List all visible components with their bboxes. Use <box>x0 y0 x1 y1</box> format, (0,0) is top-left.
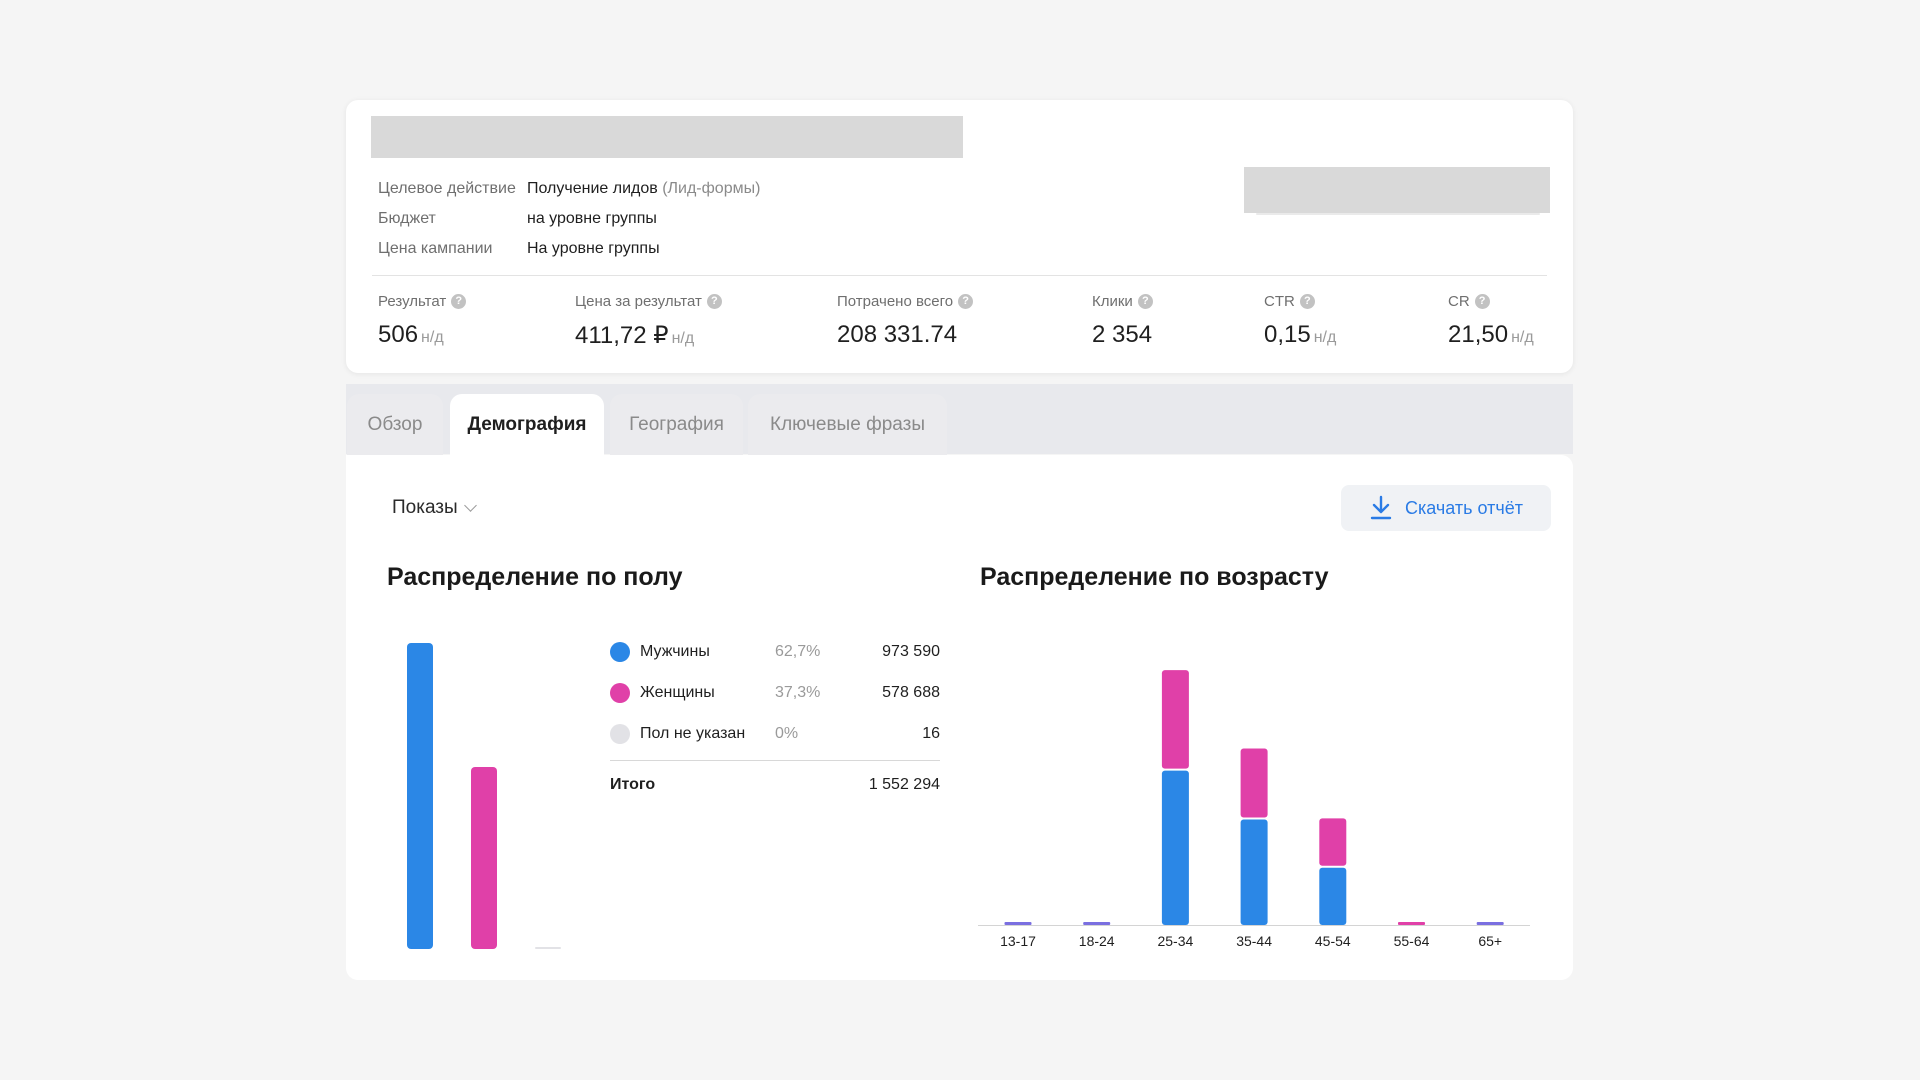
gender-row-male: Мужчины 62,7% 973 590 <box>610 633 940 674</box>
kpi-ctr: CTR? 0,15 н/д <box>1264 290 1336 349</box>
age-tick-label: 13-17 <box>1000 933 1036 949</box>
age-tick-label: 45-54 <box>1315 933 1351 949</box>
kpi-value: 2 354 <box>1092 321 1153 348</box>
gender-total-value: 1 552 294 <box>868 776 940 793</box>
age-chart-title: Распределение по возрасту <box>980 563 1329 591</box>
kpi-value: 506 <box>378 321 419 348</box>
gender-bar-male[interactable] <box>407 643 433 949</box>
gender-legend-table: Мужчины 62,7% 973 590 Женщины 37,3% 578 … <box>610 633 940 756</box>
kpi-label: Цена за результат <box>575 292 702 310</box>
legend-dot-female <box>610 683 630 703</box>
gender-chart-title: Распределение по полу <box>387 563 683 591</box>
meta-value: На уровне группы <box>527 240 660 257</box>
help-icon[interactable]: ? <box>706 293 722 309</box>
kpi-suffix: н/д <box>671 330 695 347</box>
gender-value: 578 688 <box>882 684 940 701</box>
campaign-meta: Целевое действие Получение лидов (Лид-фо… <box>378 174 760 264</box>
gender-row-unknown: Пол не указан 0% 16 <box>610 715 940 756</box>
demography-panel: Показы Скачать отчёт Распределение по по… <box>346 455 1573 980</box>
meta-value-extra: (Лид-формы) <box>662 180 761 197</box>
download-report-label: Скачать отчёт <box>1405 497 1523 518</box>
age-tick-label: 35-44 <box>1236 933 1272 949</box>
kpi-suffix: н/д <box>1511 329 1534 346</box>
age-bar-female-25-34[interactable] <box>1161 670 1189 769</box>
age-tick-label: 25-34 <box>1157 933 1193 949</box>
gender-percent: 37,3% <box>775 684 821 701</box>
kpi-label: Результат <box>378 292 447 310</box>
legend-dot-unknown <box>610 724 630 744</box>
kpi-total-spent: Потрачено всего? 208 331.74 <box>837 290 974 349</box>
age-tick-label: 18-24 <box>1079 933 1115 949</box>
help-icon[interactable]: ? <box>1137 293 1153 309</box>
meta-label: Бюджет <box>378 210 436 227</box>
kpi-cost-per-result: Цена за результат? 411,72 ₽ н/д <box>575 290 722 350</box>
gender-name: Женщины <box>640 684 715 701</box>
help-icon[interactable]: ? <box>1474 293 1490 309</box>
age-bar-13-17[interactable] <box>1004 922 1032 925</box>
meta-label: Целевое действие <box>378 180 516 197</box>
age-bar-female-45-54[interactable] <box>1319 818 1347 866</box>
age-bar-chart: 13-17 18-24 25-34 35-44 45-54 55-64 65+ <box>978 670 1530 949</box>
tab-geography[interactable]: География <box>610 394 743 456</box>
age-bar-male-45-54[interactable] <box>1319 867 1347 925</box>
gender-value: 973 590 <box>882 643 940 660</box>
gender-row-female: Женщины 37,3% 578 688 <box>610 674 940 715</box>
age-bar-65+[interactable] <box>1476 922 1504 925</box>
redacted-underline <box>1256 213 1540 215</box>
meta-row-target-action: Целевое действие Получение лидов (Лид-фо… <box>378 174 760 204</box>
metric-select[interactable]: Показы <box>392 497 477 519</box>
age-bar-female-35-44[interactable] <box>1240 748 1268 818</box>
kpi-label: CTR <box>1264 292 1295 310</box>
gender-bar-unknown[interactable] <box>535 947 561 949</box>
age-bar-18-24[interactable] <box>1083 922 1111 925</box>
summary-divider <box>372 275 1547 276</box>
help-icon[interactable]: ? <box>451 293 467 309</box>
kpi-result: Результат? 506 н/д <box>378 290 467 349</box>
gender-name: Мужчины <box>640 643 710 660</box>
age-tick-label: 55-64 <box>1394 933 1430 949</box>
help-icon[interactable]: ? <box>958 293 974 309</box>
kpi-value: 411,72 ₽ <box>575 322 669 349</box>
chevron-down-icon <box>463 498 477 512</box>
gender-percent: 62,7% <box>775 643 821 660</box>
tab-key-phrases[interactable]: Ключевые фразы <box>748 394 947 456</box>
gender-name: Пол не указан <box>640 725 746 742</box>
kpi-value: 0,15 <box>1264 321 1311 348</box>
gender-total-label: Итого <box>610 776 656 793</box>
meta-row-campaign-price: Цена кампании На уровне группы <box>378 234 760 264</box>
help-icon[interactable]: ? <box>1299 293 1315 309</box>
meta-value: на уровне группы <box>527 210 657 227</box>
tab-demography[interactable]: Демография <box>450 394 604 456</box>
age-bar-55-64[interactable] <box>1398 922 1425 925</box>
kpi-value: 21,50 <box>1448 321 1509 348</box>
gender-total-divider <box>610 760 940 761</box>
kpi-cr: CR? 21,50 н/д <box>1448 290 1534 349</box>
download-icon <box>1370 495 1392 520</box>
campaign-summary-card: Целевое действие Получение лидов (Лид-фо… <box>346 100 1573 373</box>
kpi-suffix: н/д <box>1313 329 1337 346</box>
kpi-label: Потрачено всего <box>837 292 954 310</box>
meta-label: Цена кампании <box>378 240 493 257</box>
legend-dot-male <box>610 642 630 662</box>
tab-overview[interactable]: Обзор <box>347 394 443 456</box>
age-tick-label: 65+ <box>1478 933 1502 949</box>
kpi-clicks: Клики? 2 354 <box>1092 290 1155 349</box>
kpi-suffix: н/д <box>421 329 444 346</box>
redacted-campaign-title <box>371 116 963 158</box>
gender-bar-female[interactable] <box>471 767 497 949</box>
redacted-status-block <box>1244 167 1550 213</box>
metric-select-value: Показы <box>392 497 458 518</box>
age-bar-male-35-44[interactable] <box>1240 819 1268 925</box>
gender-value: 16 <box>922 725 940 742</box>
kpi-value: 208 331.74 <box>837 321 958 348</box>
meta-value: Получение лидов (Лид-формы) <box>527 180 761 197</box>
kpi-label: CR <box>1448 292 1470 310</box>
gender-percent: 0% <box>775 725 799 742</box>
meta-row-budget: Бюджет на уровне группы <box>378 204 760 234</box>
download-report-button[interactable]: Скачать отчёт <box>1341 485 1551 531</box>
kpi-label: Клики <box>1092 292 1133 310</box>
age-bar-male-25-34[interactable] <box>1161 770 1189 925</box>
